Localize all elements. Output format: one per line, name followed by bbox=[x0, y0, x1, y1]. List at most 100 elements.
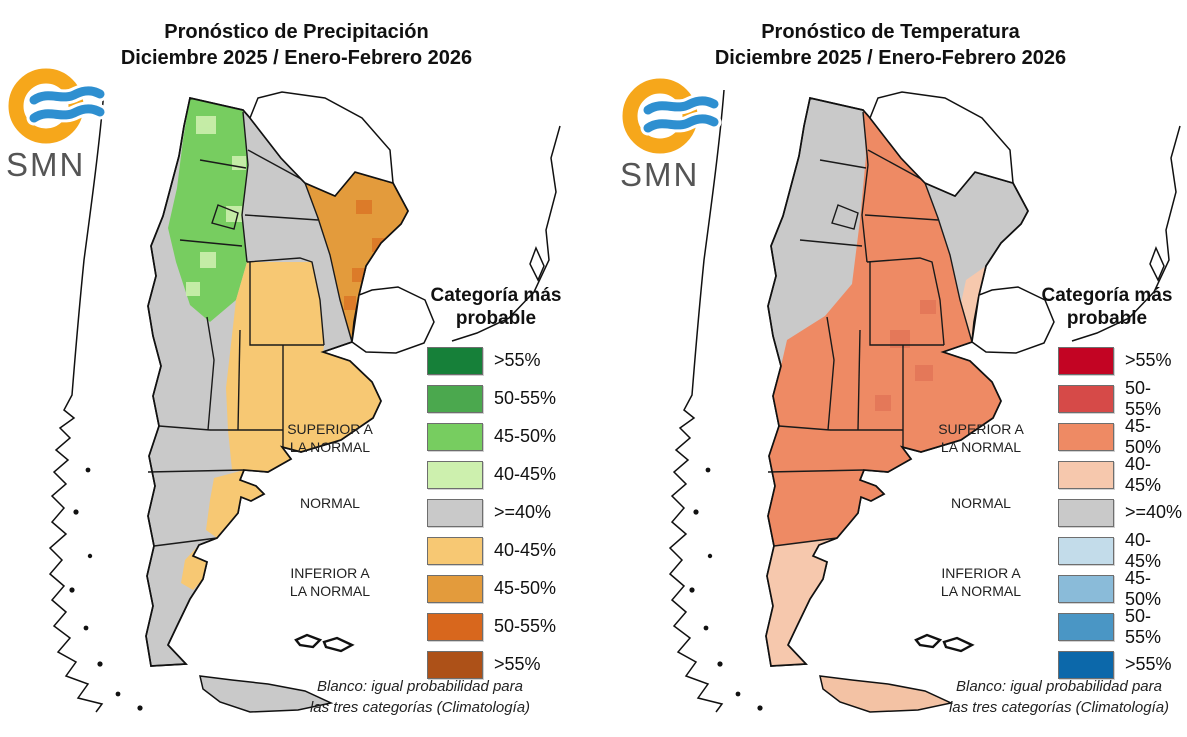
legend-item: 50-55% bbox=[1058, 606, 1187, 647]
legend-swatch bbox=[1058, 650, 1114, 679]
legend-item-label: >=40% bbox=[1125, 502, 1183, 522]
legend-item: 50-55% bbox=[427, 384, 557, 413]
footnote-line1: Blanco: igual probabilidad para bbox=[317, 678, 523, 695]
group-label-line: LA NORMAL bbox=[940, 583, 1022, 599]
legend-swatch bbox=[427, 422, 483, 451]
legend-group-normal: NORMAL bbox=[911, 494, 1051, 512]
legend-footnote: Blanco: igual probabilidad para las tres… bbox=[265, 676, 575, 718]
legend-swatch bbox=[1058, 574, 1114, 603]
legend-group-below-normal: INFERIOR A LA NORMAL bbox=[260, 564, 400, 600]
legend-item-label: 40-45% bbox=[1124, 529, 1162, 571]
legend-group-normal: NORMAL bbox=[260, 494, 400, 512]
legend-swatch bbox=[1058, 612, 1114, 641]
legend-item-label: 40-45% bbox=[1124, 453, 1162, 495]
argentina-precipitation-map bbox=[49, 89, 561, 713]
smn-logo-text: SMN bbox=[6, 146, 86, 183]
region-coast-patch-south bbox=[181, 545, 207, 590]
panel-temperature: Pronóstico de Temperatura Diciembre 2025… bbox=[594, 0, 1187, 737]
malvinas-islands bbox=[914, 633, 974, 653]
panel-precipitation: Pronóstico de Precipitación Diciembre 20… bbox=[0, 0, 593, 737]
group-label-line: NORMAL bbox=[300, 495, 360, 511]
page-title: Pronóstico de Precipitación Diciembre 20… bbox=[0, 19, 593, 71]
legend-item-label: 50-55% bbox=[1124, 605, 1162, 647]
legend-heading-line1: Categoría más bbox=[1041, 285, 1173, 306]
legend: >55% 50-55% 45-50% 40-45% >=40% 40-45% 4… bbox=[427, 346, 557, 689]
argentina-temperature-map bbox=[669, 89, 1181, 713]
legend-swatch bbox=[1058, 346, 1114, 375]
group-label-line: NORMAL bbox=[951, 495, 1011, 511]
region-northwest-above-normal bbox=[168, 98, 248, 322]
legend-footnote: Blanco: igual probabilidad para las tres… bbox=[904, 676, 1187, 718]
malvinas-islands bbox=[294, 633, 354, 653]
legend-item-label: 50-55% bbox=[494, 616, 557, 636]
legend-item-label: 45-50% bbox=[1124, 415, 1162, 457]
region-center-below-normal bbox=[226, 262, 381, 472]
legend-swatch bbox=[427, 612, 483, 641]
region-south-patagonia bbox=[766, 538, 837, 666]
legend-swatch bbox=[427, 498, 483, 527]
title-line2: Diciembre 2025 / Enero-Febrero 2026 bbox=[120, 47, 473, 70]
legend-group-above-normal: SUPERIOR A LA NORMAL bbox=[911, 420, 1051, 456]
legend-item-label: 50-55% bbox=[1124, 377, 1162, 419]
legend-item-label: 50-55% bbox=[494, 388, 557, 408]
legend-swatch bbox=[427, 384, 483, 413]
sun-wave-logo-icon bbox=[8, 68, 108, 144]
group-label-line: SUPERIOR A bbox=[287, 421, 373, 437]
legend-swatch bbox=[427, 536, 483, 565]
sun-wave-logo-icon bbox=[622, 78, 722, 154]
legend-item-label: >55% bbox=[1125, 654, 1172, 674]
legend-item-label: >55% bbox=[1125, 350, 1172, 370]
legend-item-label: 45-50% bbox=[494, 578, 557, 598]
legend-heading-line2: probable bbox=[455, 308, 537, 329]
title-line1: Pronóstico de Precipitación bbox=[164, 21, 429, 44]
title-line1: Pronóstico de Temperatura bbox=[761, 21, 1020, 44]
legend-item-label: 40-45% bbox=[494, 540, 557, 560]
group-label-line: LA NORMAL bbox=[289, 583, 371, 599]
legend-group-above-normal: SUPERIOR A LA NORMAL bbox=[260, 420, 400, 456]
region-center-dark-cells bbox=[875, 300, 936, 411]
legend-item: >=40% bbox=[1058, 498, 1187, 527]
legend-swatch bbox=[1058, 384, 1114, 413]
region-northwest-light-cells bbox=[186, 116, 246, 296]
legend-item: >55% bbox=[427, 346, 556, 375]
legend-item-label: 45-50% bbox=[1124, 567, 1162, 609]
legend-item: 50-55% bbox=[1058, 378, 1187, 419]
legend-item: >55% bbox=[427, 650, 556, 679]
legend-swatch bbox=[427, 346, 483, 375]
group-label-line: INFERIOR A bbox=[941, 565, 1021, 581]
region-coast-patch-north bbox=[206, 470, 264, 538]
group-label-line: LA NORMAL bbox=[289, 439, 371, 455]
legend-swatch bbox=[1058, 536, 1114, 565]
legend-heading-line2: probable bbox=[1066, 308, 1148, 329]
legend: >55% 50-55% 45-50% 40-45% >=40% 40-45% 4… bbox=[1058, 346, 1187, 689]
legend-item-label: >=40% bbox=[494, 502, 552, 522]
legend-swatch bbox=[427, 460, 483, 489]
legend-item: 40-45% bbox=[427, 460, 557, 489]
legend-item: 50-55% bbox=[427, 612, 557, 641]
legend-item: >55% bbox=[1058, 650, 1187, 679]
smn-logo: SMN bbox=[618, 72, 728, 193]
page-title: Pronóstico de Temperatura Diciembre 2025… bbox=[594, 19, 1187, 71]
legend-item-label: 40-45% bbox=[494, 464, 557, 484]
legend-item: 40-45% bbox=[427, 536, 557, 565]
legend-swatch bbox=[427, 574, 483, 603]
legend-item: 45-50% bbox=[1058, 416, 1187, 457]
legend-item-label: 45-50% bbox=[494, 426, 557, 446]
legend-swatch bbox=[427, 650, 483, 679]
legend-swatch bbox=[1058, 422, 1114, 451]
legend-item: >55% bbox=[1058, 346, 1187, 375]
smn-logo: SMN bbox=[4, 62, 114, 183]
legend-item: 45-50% bbox=[427, 574, 557, 603]
legend-heading: Categoría más probable bbox=[398, 284, 594, 330]
legend-item: 45-50% bbox=[1058, 568, 1187, 609]
legend-item: 40-45% bbox=[1058, 530, 1187, 571]
legend-item: 40-45% bbox=[1058, 454, 1187, 495]
legend-swatch bbox=[1058, 460, 1114, 489]
region-center-above-normal bbox=[768, 110, 1001, 546]
group-label-line: LA NORMAL bbox=[940, 439, 1022, 455]
group-label-line: INFERIOR A bbox=[290, 565, 370, 581]
smn-logo-text: SMN bbox=[620, 156, 700, 193]
legend-item-label: >55% bbox=[494, 350, 541, 370]
group-label-line: SUPERIOR A bbox=[938, 421, 1024, 437]
